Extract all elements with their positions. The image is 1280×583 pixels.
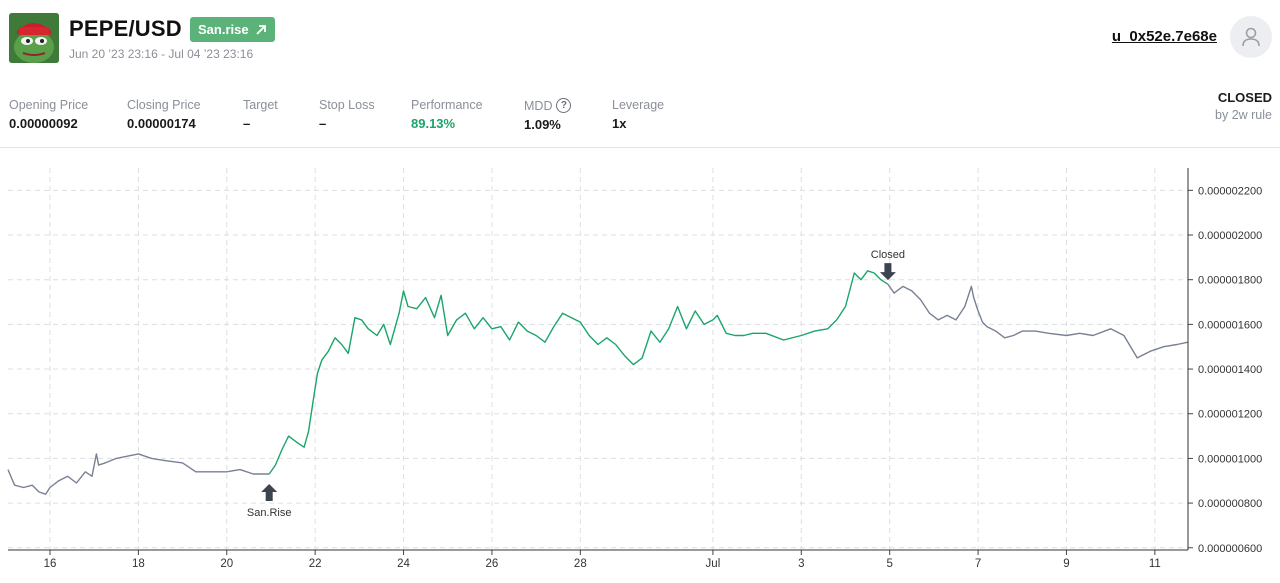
status-block: CLOSED by 2w rule [1215,90,1272,122]
annotation-san-rise: San.Rise [247,484,292,519]
arrow-down-icon [879,263,896,281]
chart-series [7,270,1189,495]
metric-value: 1x [612,116,627,131]
metric-value: 89.13% [411,116,456,131]
metric-value: 0.00000092 [9,116,78,131]
x-tick-label: 16 [44,558,57,570]
x-tick-label: 24 [397,558,410,570]
y-tick-label: 0.000000800 [1198,498,1262,510]
x-tick-label: 3 [798,558,804,570]
x-tick-label: 5 [886,558,892,570]
x-tick-label: 18 [132,558,145,570]
user-avatar-button[interactable] [1230,16,1272,58]
series-line-after [887,283,1189,359]
y-tick-label: 0.000000600 [1198,543,1262,555]
y-tick-label: 0.000002200 [1198,185,1262,197]
y-axis: 0.000000600 0.000000800 0.000001000 0.00000… [1187,168,1262,555]
x-tick-label: 11 [1149,558,1161,570]
x-tick-label: 26 [486,558,499,570]
date-range: Jun 20 ’23 23:16 - Jul 04 ’23 23:16 [69,47,254,61]
x-tick-label: 9 [1063,558,1069,570]
metric-label: Performance [411,98,483,112]
metric-value: 0.00000174 [127,116,196,131]
metric-opening-price: Opening Price 0.00000092 [9,98,88,131]
header: PEPE/USD San.rise Jun 20 ’23 23:16 - Jul… [0,0,1280,78]
x-tick-label: 22 [309,558,322,570]
y-tick-label: 0.000001000 [1198,453,1262,465]
metric-label: Stop Loss [319,98,375,112]
annotation-closed: Closed [871,249,905,281]
signal-label: San.rise [198,22,249,37]
y-tick-label: 0.000001400 [1198,364,1262,376]
x-tick-label: 28 [574,558,587,570]
metric-performance: Performance 89.13% [411,98,483,131]
y-tick-label: 0.000001200 [1198,409,1262,421]
y-tick-label: 0.000002000 [1198,230,1262,242]
chart-grid [8,168,1188,550]
status-title: CLOSED [1217,90,1272,105]
pepe-frog-avatar [9,13,59,63]
metric-label-row: MDD ? [524,98,572,113]
metric-closing-price: Closing Price 0.00000174 [127,98,201,131]
metrics-bar: Opening Price 0.00000092 Closing Price 0… [0,90,1280,148]
y-tick-label: 0.000001600 [1198,319,1262,331]
arrow-up-right-icon [255,24,266,35]
metric-value: – [243,116,251,131]
metric-value: 1.09% [524,117,561,132]
series-line-active [268,270,889,475]
metric-value: – [319,116,327,131]
y-tick-label: 0.000001800 [1198,275,1262,287]
metric-label: MDD [524,98,553,113]
arrow-up-icon [261,484,278,502]
metric-mdd: MDD ? 1.09% [524,98,572,132]
series-line-before [7,453,270,495]
metric-label: Opening Price [9,98,89,112]
status-subtitle: by 2w rule [1215,108,1272,122]
annotation-label: San.Rise [247,507,292,519]
price-chart[interactable]: San.Rise Closed 0.000000600 0.000000800 0.0… [0,160,1280,583]
pair-title: PEPE/USD [69,16,182,41]
metric-label: Target [243,98,278,112]
chart-annotations: San.Rise Closed [247,249,905,519]
metric-target: Target – [243,98,278,131]
username-link[interactable]: u_0x52e.7e68e [1111,28,1217,45]
metric-stop-loss: Stop Loss – [319,98,375,131]
metric-label: Leverage [612,98,665,112]
x-axis: 16 18 20 22 24 26 28 Jul 3 5 7 9 11 [8,549,1188,570]
x-tick-label: 7 [975,558,981,570]
help-icon[interactable]: ? [556,98,572,113]
signal-badge-button[interactable]: San.rise [190,17,275,42]
user-icon [1242,27,1260,47]
annotation-label: Closed [871,249,905,261]
x-tick-label: 20 [220,558,233,570]
x-tick-label: Jul [706,558,721,570]
metric-leverage: Leverage 1x [612,98,664,131]
metric-label: Closing Price [127,98,201,112]
